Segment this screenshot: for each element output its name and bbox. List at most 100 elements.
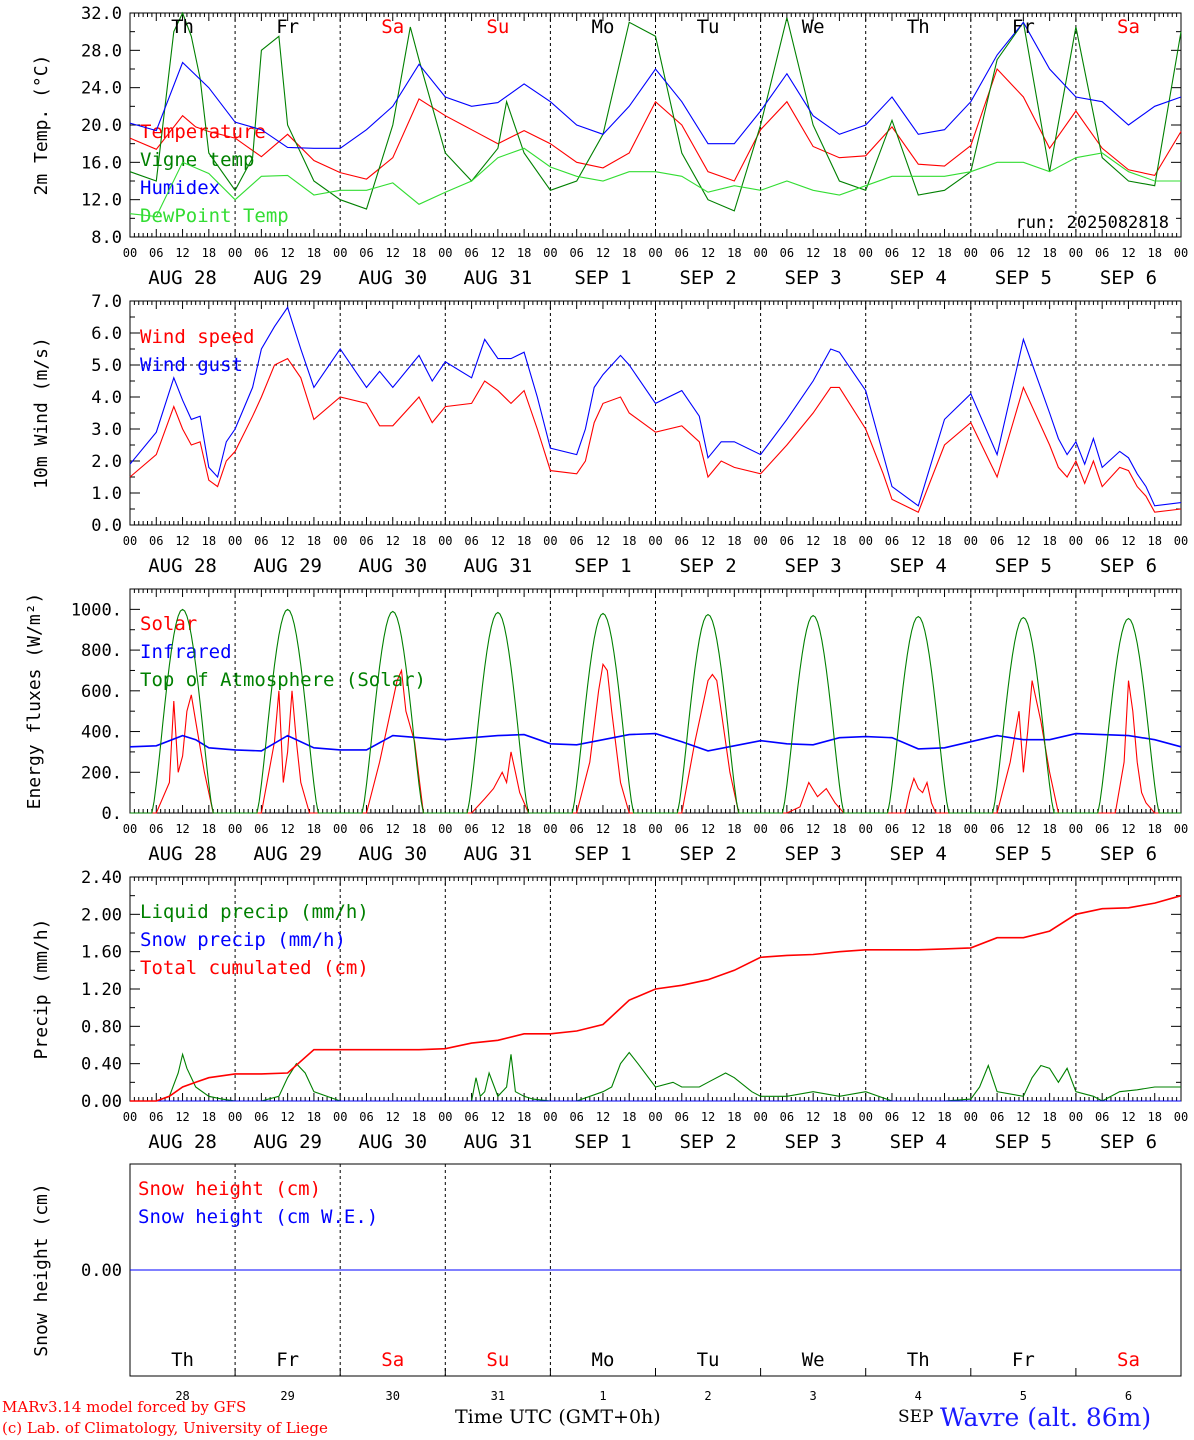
y-tick-label: 0.40: [81, 1055, 122, 1075]
y-tick-label: 20.0: [81, 116, 122, 136]
hour-tick-label: 00: [333, 1110, 347, 1124]
hour-tick-label: 00: [123, 246, 137, 260]
hour-tick-label: 12: [701, 822, 715, 836]
hour-tick-label: 12: [386, 534, 400, 548]
panel-2: 00 06 12 18 00 06 12 18 00 06 12 18 00 06 12 18 00 06 12 18…: [31, 292, 1188, 577]
weekday-label: We: [802, 1349, 825, 1371]
hour-tick-label: 06: [675, 246, 689, 260]
date-label: SEP 2: [679, 267, 736, 289]
date-label: SEP 6: [1100, 555, 1157, 577]
hour-tick-label: 12: [911, 1110, 925, 1124]
day-number-label: 6: [1125, 1389, 1132, 1403]
weekday-label: Tu: [697, 1349, 720, 1371]
legend-entry: Top of Atmosphere (Solar): [140, 669, 426, 691]
hour-tick-label: 18: [412, 822, 426, 836]
panel-5: Th Fr Sa Su Mo Tu We Th Fr Sa 28 29 30 31 1 2 3 4 5 6 0.00 Sn…: [31, 1163, 1182, 1403]
y-axis-label: 10m Wind (m/s): [31, 337, 52, 489]
date-label: SEP 5: [995, 555, 1052, 577]
hour-tick-label: 18: [1147, 822, 1161, 836]
hour-tick-label: 12: [386, 822, 400, 836]
date-label: AUG 29: [253, 267, 322, 289]
y-tick-label: 32.0: [81, 4, 122, 24]
hour-tick-label: 18: [1042, 246, 1056, 260]
hour-tick-label: 12: [1121, 246, 1135, 260]
hour-tick-label: 00: [858, 534, 872, 548]
date-label: SEP 3: [785, 1131, 842, 1153]
hour-tick-label: 00: [123, 1110, 137, 1124]
weekday-label: Th: [907, 1349, 930, 1371]
y-tick-label: 2.40: [81, 868, 122, 888]
hour-tick-label: 00: [1069, 822, 1083, 836]
hour-tick-label: 00: [753, 822, 767, 836]
series-line-2: [129, 306, 1182, 507]
weekday-label: Fr: [1012, 16, 1035, 38]
hour-tick-label: 12: [1016, 822, 1030, 836]
hour-tick-label: 18: [202, 246, 216, 260]
hour-tick-label: 18: [412, 534, 426, 548]
day-number-label: 1: [599, 1389, 606, 1403]
hour-tick-label: 06: [569, 1110, 583, 1124]
hour-tick-label: 12: [701, 246, 715, 260]
date-label: SEP 5: [995, 843, 1052, 865]
hour-tick-label: 12: [491, 246, 505, 260]
legend-entry: Humidex: [140, 177, 220, 199]
weekday-label: Su: [486, 16, 509, 38]
y-axis-label: 2m Temp. (°C): [31, 55, 52, 196]
date-label: AUG 31: [464, 843, 533, 865]
y-tick-label: 2.0: [91, 452, 122, 472]
hour-tick-label: 18: [832, 246, 846, 260]
hour-tick-label: 18: [832, 822, 846, 836]
y-tick-label: 600.: [81, 682, 122, 702]
hour-tick-label: 06: [359, 822, 373, 836]
date-label: SEP 1: [574, 1131, 631, 1153]
hour-tick-label: 00: [648, 822, 662, 836]
panel-4: 00 06 12 18 00 06 12 18 00 06 12 18 00 06 12 18 00 06 12 18…: [31, 868, 1188, 1153]
hour-tick-label: 18: [517, 534, 531, 548]
hour-tick-label: 06: [675, 822, 689, 836]
weekday-label: Th: [907, 16, 930, 38]
legend-entry: Wind gust: [140, 354, 243, 376]
weekday-label: Fr: [276, 16, 299, 38]
hour-tick-label: 06: [1095, 246, 1109, 260]
hour-tick-label: 06: [885, 534, 899, 548]
hour-tick-label: 06: [990, 534, 1004, 548]
hour-tick-label: 06: [149, 246, 163, 260]
date-label: SEP 4: [890, 555, 947, 577]
y-tick-label: 4.0: [91, 388, 122, 408]
date-label: SEP 2: [679, 555, 736, 577]
hour-tick-label: 12: [701, 1110, 715, 1124]
series-line-1: [129, 357, 1182, 513]
hour-tick-label: 18: [307, 822, 321, 836]
weekday-label: Sa: [381, 16, 404, 38]
month-label: SEP: [898, 1407, 934, 1427]
hour-tick-label: 06: [990, 246, 1004, 260]
hour-tick-label: 06: [990, 822, 1004, 836]
series-line-3: [129, 21, 1182, 149]
date-label: SEP 4: [890, 1131, 947, 1153]
y-tick-label: 24.0: [81, 79, 122, 99]
date-label: AUG 29: [253, 843, 322, 865]
hour-tick-label: 06: [675, 534, 689, 548]
x-axis-title: Time UTC (GMT+0h): [455, 1406, 661, 1428]
hour-tick-label: 18: [727, 822, 741, 836]
hour-tick-label: 06: [780, 534, 794, 548]
hour-tick-label: 18: [937, 534, 951, 548]
hour-tick-label: 06: [149, 822, 163, 836]
hour-tick-label: 12: [911, 246, 925, 260]
date-label: AUG 30: [358, 555, 427, 577]
hour-tick-label: 18: [1042, 1110, 1056, 1124]
hour-tick-label: 00: [228, 534, 242, 548]
hour-tick-label: 12: [1121, 822, 1135, 836]
y-tick-label: 7.0: [91, 292, 122, 312]
hour-tick-label: 00: [543, 822, 557, 836]
date-label: AUG 28: [148, 843, 217, 865]
hour-tick-label: 12: [911, 534, 925, 548]
hour-tick-label: 12: [596, 534, 610, 548]
hour-tick-label: 06: [990, 1110, 1004, 1124]
hour-tick-label: 00: [964, 534, 978, 548]
hour-tick-label: 00: [753, 246, 767, 260]
hour-tick-label: 00: [753, 534, 767, 548]
date-label: AUG 31: [464, 267, 533, 289]
date-label: SEP 2: [679, 1131, 736, 1153]
